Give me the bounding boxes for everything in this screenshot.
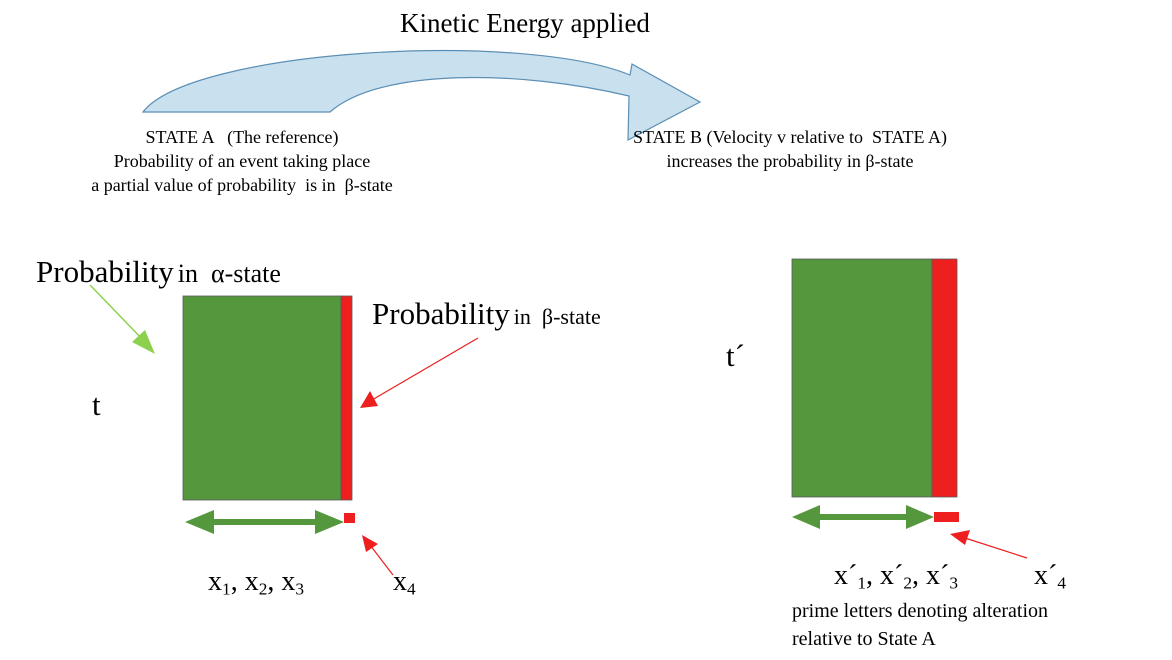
alpha-pointer-head xyxy=(132,330,155,354)
state-b-beta-bar xyxy=(931,258,958,498)
state-b-heading: STATE B (Velocity v relative to STATE A) xyxy=(632,127,948,147)
state-a-x4-label: x4 xyxy=(393,566,416,599)
beta-label-word: Probability xyxy=(372,296,510,331)
beta-pointer-head xyxy=(360,391,378,408)
x4-pointer-head-b xyxy=(950,530,970,545)
prime-note-line1: prime letters denoting alteration xyxy=(792,600,1049,622)
state-a-line2: Probability of an event taking place xyxy=(113,151,371,171)
beta-label-suffix: in β-state xyxy=(513,304,601,329)
state-b-x-coordinates: x´1, x´2, x´3 xyxy=(834,560,959,593)
beta-state-label: Probability in β-state xyxy=(372,298,601,329)
x4-pointer-line-b xyxy=(964,537,1028,559)
state-a-x-coordinates: x1, x2, x3 xyxy=(208,566,305,599)
state-b-alpha-bar xyxy=(791,258,933,498)
state-a-beta-bar xyxy=(340,295,353,501)
alpha-state-label: Probability in α-state xyxy=(36,256,281,287)
state-a-width-double-arrow xyxy=(185,510,344,534)
state-a-alpha-bar xyxy=(182,295,342,501)
alpha-pointer-line xyxy=(89,284,147,344)
alpha-label-word: Probability xyxy=(36,254,174,289)
state-b-description: STATE B (Velocity v relative to STATE A)… xyxy=(540,128,1040,170)
x4-pointer-line-a xyxy=(369,544,394,576)
state-b-x4-marker xyxy=(934,512,959,522)
time-label-t-prime: t´ xyxy=(726,338,745,373)
state-b-line2: increases the probability in β-state xyxy=(666,151,914,171)
kinetic-energy-curved-arrow xyxy=(141,50,702,142)
prime-note-line2: relative to State A xyxy=(792,628,936,650)
state-b-width-double-arrow xyxy=(792,505,934,529)
state-a-x4-marker xyxy=(344,513,355,523)
state-a-heading: STATE A (The reference) xyxy=(145,127,339,147)
diagram-title: Kinetic Energy applied xyxy=(400,8,650,38)
time-label-t: t xyxy=(92,387,101,422)
prime-note: prime letters denoting alteration relati… xyxy=(792,601,1048,649)
x4-pointer-head-a xyxy=(362,535,378,552)
state-b-x4-label: x´4 xyxy=(1034,560,1067,593)
beta-pointer-line xyxy=(371,337,479,401)
state-a-description: STATE A (The reference) Probability of a… xyxy=(0,128,484,194)
alpha-label-suffix: in α-state xyxy=(177,259,281,288)
state-a-line3: a partial value of probability is in β-s… xyxy=(91,175,393,195)
